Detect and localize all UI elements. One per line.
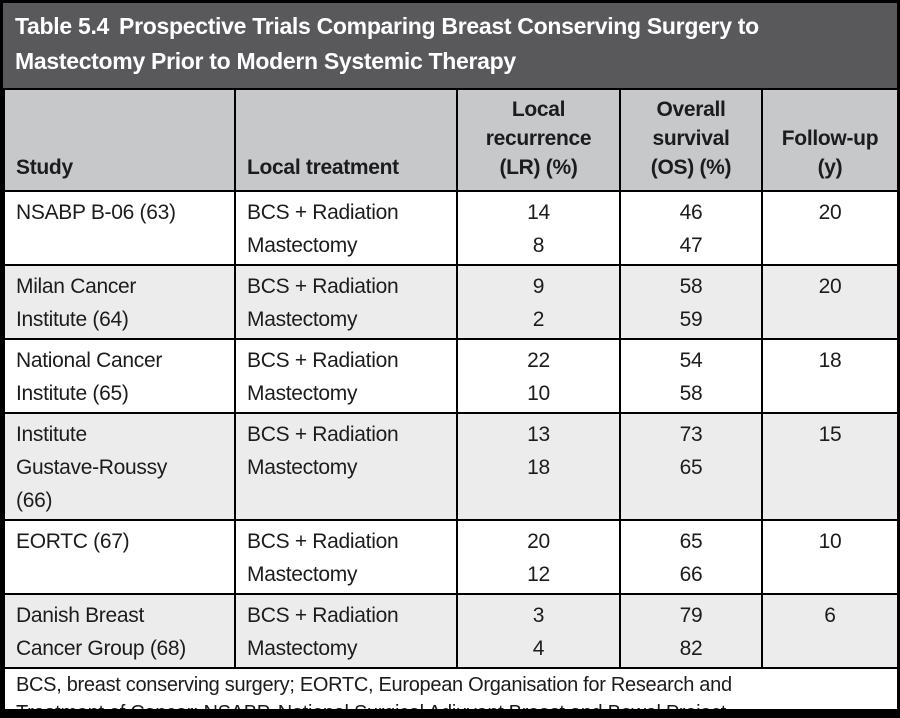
lr-cell: 3 4 <box>456 593 621 669</box>
study-cell: Milan Cancer Institute (64) <box>3 264 236 340</box>
header-row: Study Local treatment Local recurrence (… <box>3 88 897 192</box>
followup-cell: 6 <box>761 593 897 669</box>
os-cell: 79 82 <box>619 593 763 669</box>
lr-cell: 20 12 <box>456 519 621 595</box>
table-row: Danish Breast Cancer Group (68) BCS + Ra… <box>3 593 897 669</box>
followup-cell: 10 <box>761 519 897 595</box>
treatment-cell: BCS + Radiation Mastectomy <box>234 412 458 521</box>
os-cell: 54 58 <box>619 338 763 414</box>
column-header-study: Study <box>3 88 236 192</box>
followup-cell: 18 <box>761 338 897 414</box>
os-cell: 73 65 <box>619 412 763 521</box>
table-title-bar: Table 5.4 Prospective Trials Comparing Br… <box>3 3 897 88</box>
lr-cell: 9 2 <box>456 264 621 340</box>
table-number: Table 5.4 <box>15 13 110 39</box>
os-cell: 58 59 <box>619 264 763 340</box>
treatment-cell: BCS + Radiation Mastectomy <box>234 264 458 340</box>
treatment-cell: BCS + Radiation Mastectomy <box>234 593 458 669</box>
table-row: Milan Cancer Institute (64) BCS + Radiat… <box>3 264 897 340</box>
footnote-row: BCS, breast conserving surgery; EORTC, E… <box>3 667 897 709</box>
trials-table: Study Local treatment Local recurrence (… <box>3 88 897 709</box>
followup-cell: 15 <box>761 412 897 521</box>
page-title: Prospective Trials Comparing Breast Cons… <box>15 13 759 74</box>
study-cell: Institute Gustave-Roussy (66) <box>3 412 236 521</box>
treatment-cell: BCS + Radiation Mastectomy <box>234 190 458 266</box>
table-row: NSABP B-06 (63) BCS + Radiation Mastecto… <box>3 190 897 266</box>
column-header-local-recurrence: Local recurrence (LR) (%) <box>456 88 621 192</box>
followup-cell: 20 <box>761 190 897 266</box>
treatment-cell: BCS + Radiation Mastectomy <box>234 519 458 595</box>
column-header-local-treatment: Local treatment <box>234 88 458 192</box>
study-cell: NSABP B-06 (63) <box>3 190 236 266</box>
study-cell: National Cancer Institute (65) <box>3 338 236 414</box>
lr-cell: 13 18 <box>456 412 621 521</box>
treatment-cell: BCS + Radiation Mastectomy <box>234 338 458 414</box>
lr-cell: 14 8 <box>456 190 621 266</box>
footnote: BCS, breast conserving surgery; EORTC, E… <box>3 667 897 709</box>
column-header-overall-survival: Overall survival (OS) (%) <box>619 88 763 192</box>
table-row: National Cancer Institute (65) BCS + Rad… <box>3 338 897 414</box>
os-cell: 65 66 <box>619 519 763 595</box>
study-cell: EORTC (67) <box>3 519 236 595</box>
column-header-follow-up: Follow-up (y) <box>761 88 897 192</box>
table-row: EORTC (67) BCS + Radiation Mastectomy 20… <box>3 519 897 595</box>
table-row: Institute Gustave-Roussy (66) BCS + Radi… <box>3 412 897 521</box>
os-cell: 46 47 <box>619 190 763 266</box>
followup-cell: 20 <box>761 264 897 340</box>
study-cell: Danish Breast Cancer Group (68) <box>3 593 236 669</box>
lr-cell: 22 10 <box>456 338 621 414</box>
